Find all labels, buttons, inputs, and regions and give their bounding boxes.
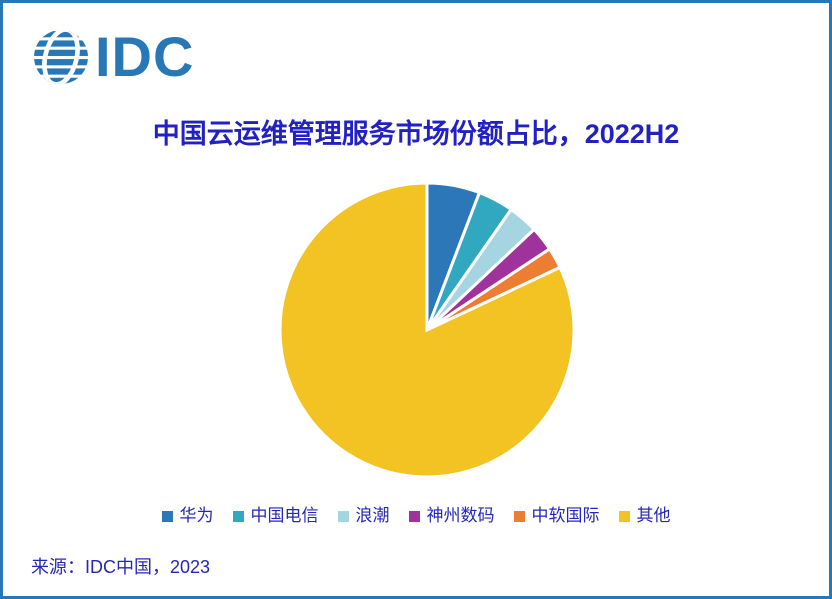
idc-globe-icon bbox=[34, 30, 88, 84]
pie-chart bbox=[262, 165, 592, 495]
legend-label: 中国电信 bbox=[250, 506, 319, 525]
legend-swatch-icon bbox=[337, 510, 349, 522]
idc-logo-text: IDC bbox=[95, 25, 195, 88]
legend-swatch-icon bbox=[232, 510, 244, 522]
chart-title: 中国云运维管理服务市场份额占比，2022H2 bbox=[152, 119, 680, 149]
legend-swatch-icon bbox=[513, 510, 525, 522]
legend-label: 神州数码 bbox=[426, 506, 495, 525]
legend-swatch-icon bbox=[408, 510, 420, 522]
legend-item-中软国际: 中软国际 bbox=[513, 506, 600, 526]
legend-label: 其他 bbox=[636, 506, 671, 525]
legend-swatch-icon bbox=[161, 510, 173, 522]
legend-swatch-icon bbox=[618, 510, 630, 522]
legend-item-浪潮: 浪潮 bbox=[337, 506, 390, 526]
legend-item-中国电信: 中国电信 bbox=[232, 506, 319, 526]
source-note: 来源：IDC中国，2023 bbox=[31, 557, 211, 577]
legend-item-华为: 华为 bbox=[161, 506, 214, 526]
legend-item-神州数码: 神州数码 bbox=[408, 506, 495, 526]
legend-label: 浪潮 bbox=[355, 506, 390, 525]
idc-logo: IDC bbox=[33, 29, 194, 85]
legend-item-其他: 其他 bbox=[618, 506, 671, 526]
pie-svg bbox=[278, 181, 576, 479]
legend-label: 中软国际 bbox=[531, 506, 600, 525]
legend-label: 华为 bbox=[179, 506, 214, 525]
pie-slice-其他 bbox=[278, 181, 576, 479]
chart-legend: 华为 中国电信 浪潮 神州数码 中软国际 其他 bbox=[3, 506, 829, 526]
